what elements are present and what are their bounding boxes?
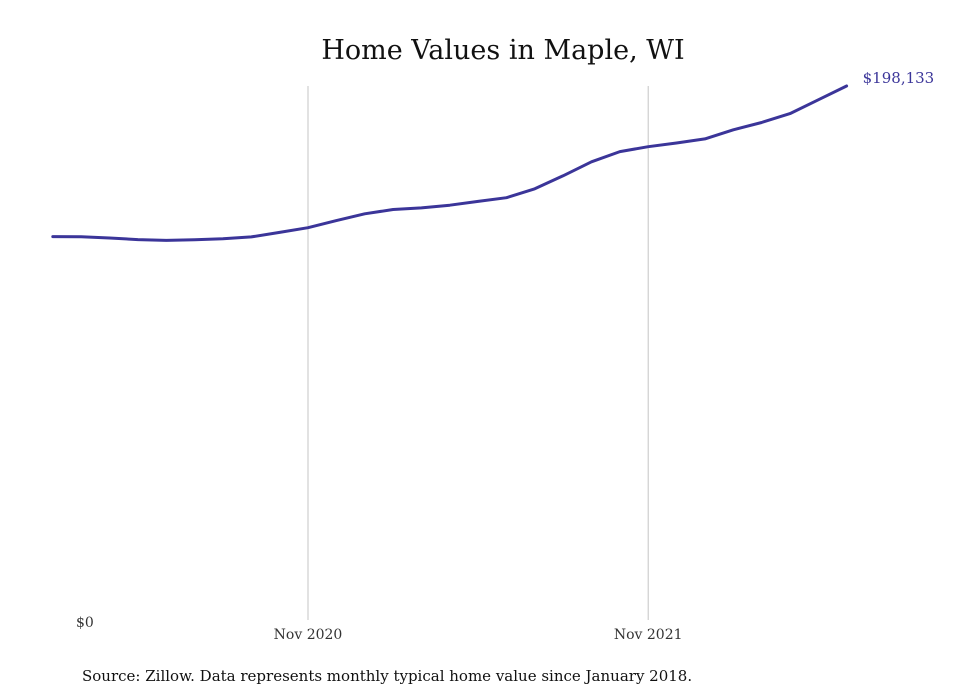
data-point (533, 187, 536, 190)
data-point (165, 239, 168, 242)
data-point (788, 112, 791, 115)
data-point (845, 85, 848, 88)
axis-ticks: Nov 2020 Nov 2021 $0 (76, 615, 683, 643)
chart-title: Home Values in Maple, WI (321, 35, 684, 66)
data-point (703, 137, 706, 140)
data-point (193, 238, 196, 241)
data-point (590, 160, 593, 163)
data-point (732, 128, 735, 131)
data-point (448, 204, 451, 207)
data-point (647, 145, 650, 148)
data-point (136, 238, 139, 241)
data-point (760, 121, 763, 124)
data-point (221, 237, 224, 240)
data-point (363, 212, 366, 215)
data-point (278, 231, 281, 234)
data-point (477, 200, 480, 203)
end-value-label: $198,133 (863, 69, 935, 87)
data-point (505, 196, 508, 199)
data-point (307, 226, 310, 229)
data-point (51, 235, 54, 238)
data-point (420, 206, 423, 209)
series-line (51, 84, 849, 242)
data-point (108, 236, 111, 239)
y-tick-label: $0 (76, 615, 94, 631)
data-point (392, 208, 395, 211)
data-point (618, 150, 621, 153)
data-point (250, 235, 253, 238)
x-tick-label: Nov 2020 (274, 627, 343, 643)
data-point (675, 141, 678, 144)
data-point (562, 174, 565, 177)
data-point (335, 219, 338, 222)
data-point (80, 235, 83, 238)
data-point (817, 98, 820, 101)
series-layer: $198,133 (51, 69, 934, 242)
gridlines (307, 86, 649, 620)
source-note: Source: Zillow. Data represents monthly … (82, 667, 693, 685)
x-tick-label: Nov 2021 (614, 627, 683, 643)
